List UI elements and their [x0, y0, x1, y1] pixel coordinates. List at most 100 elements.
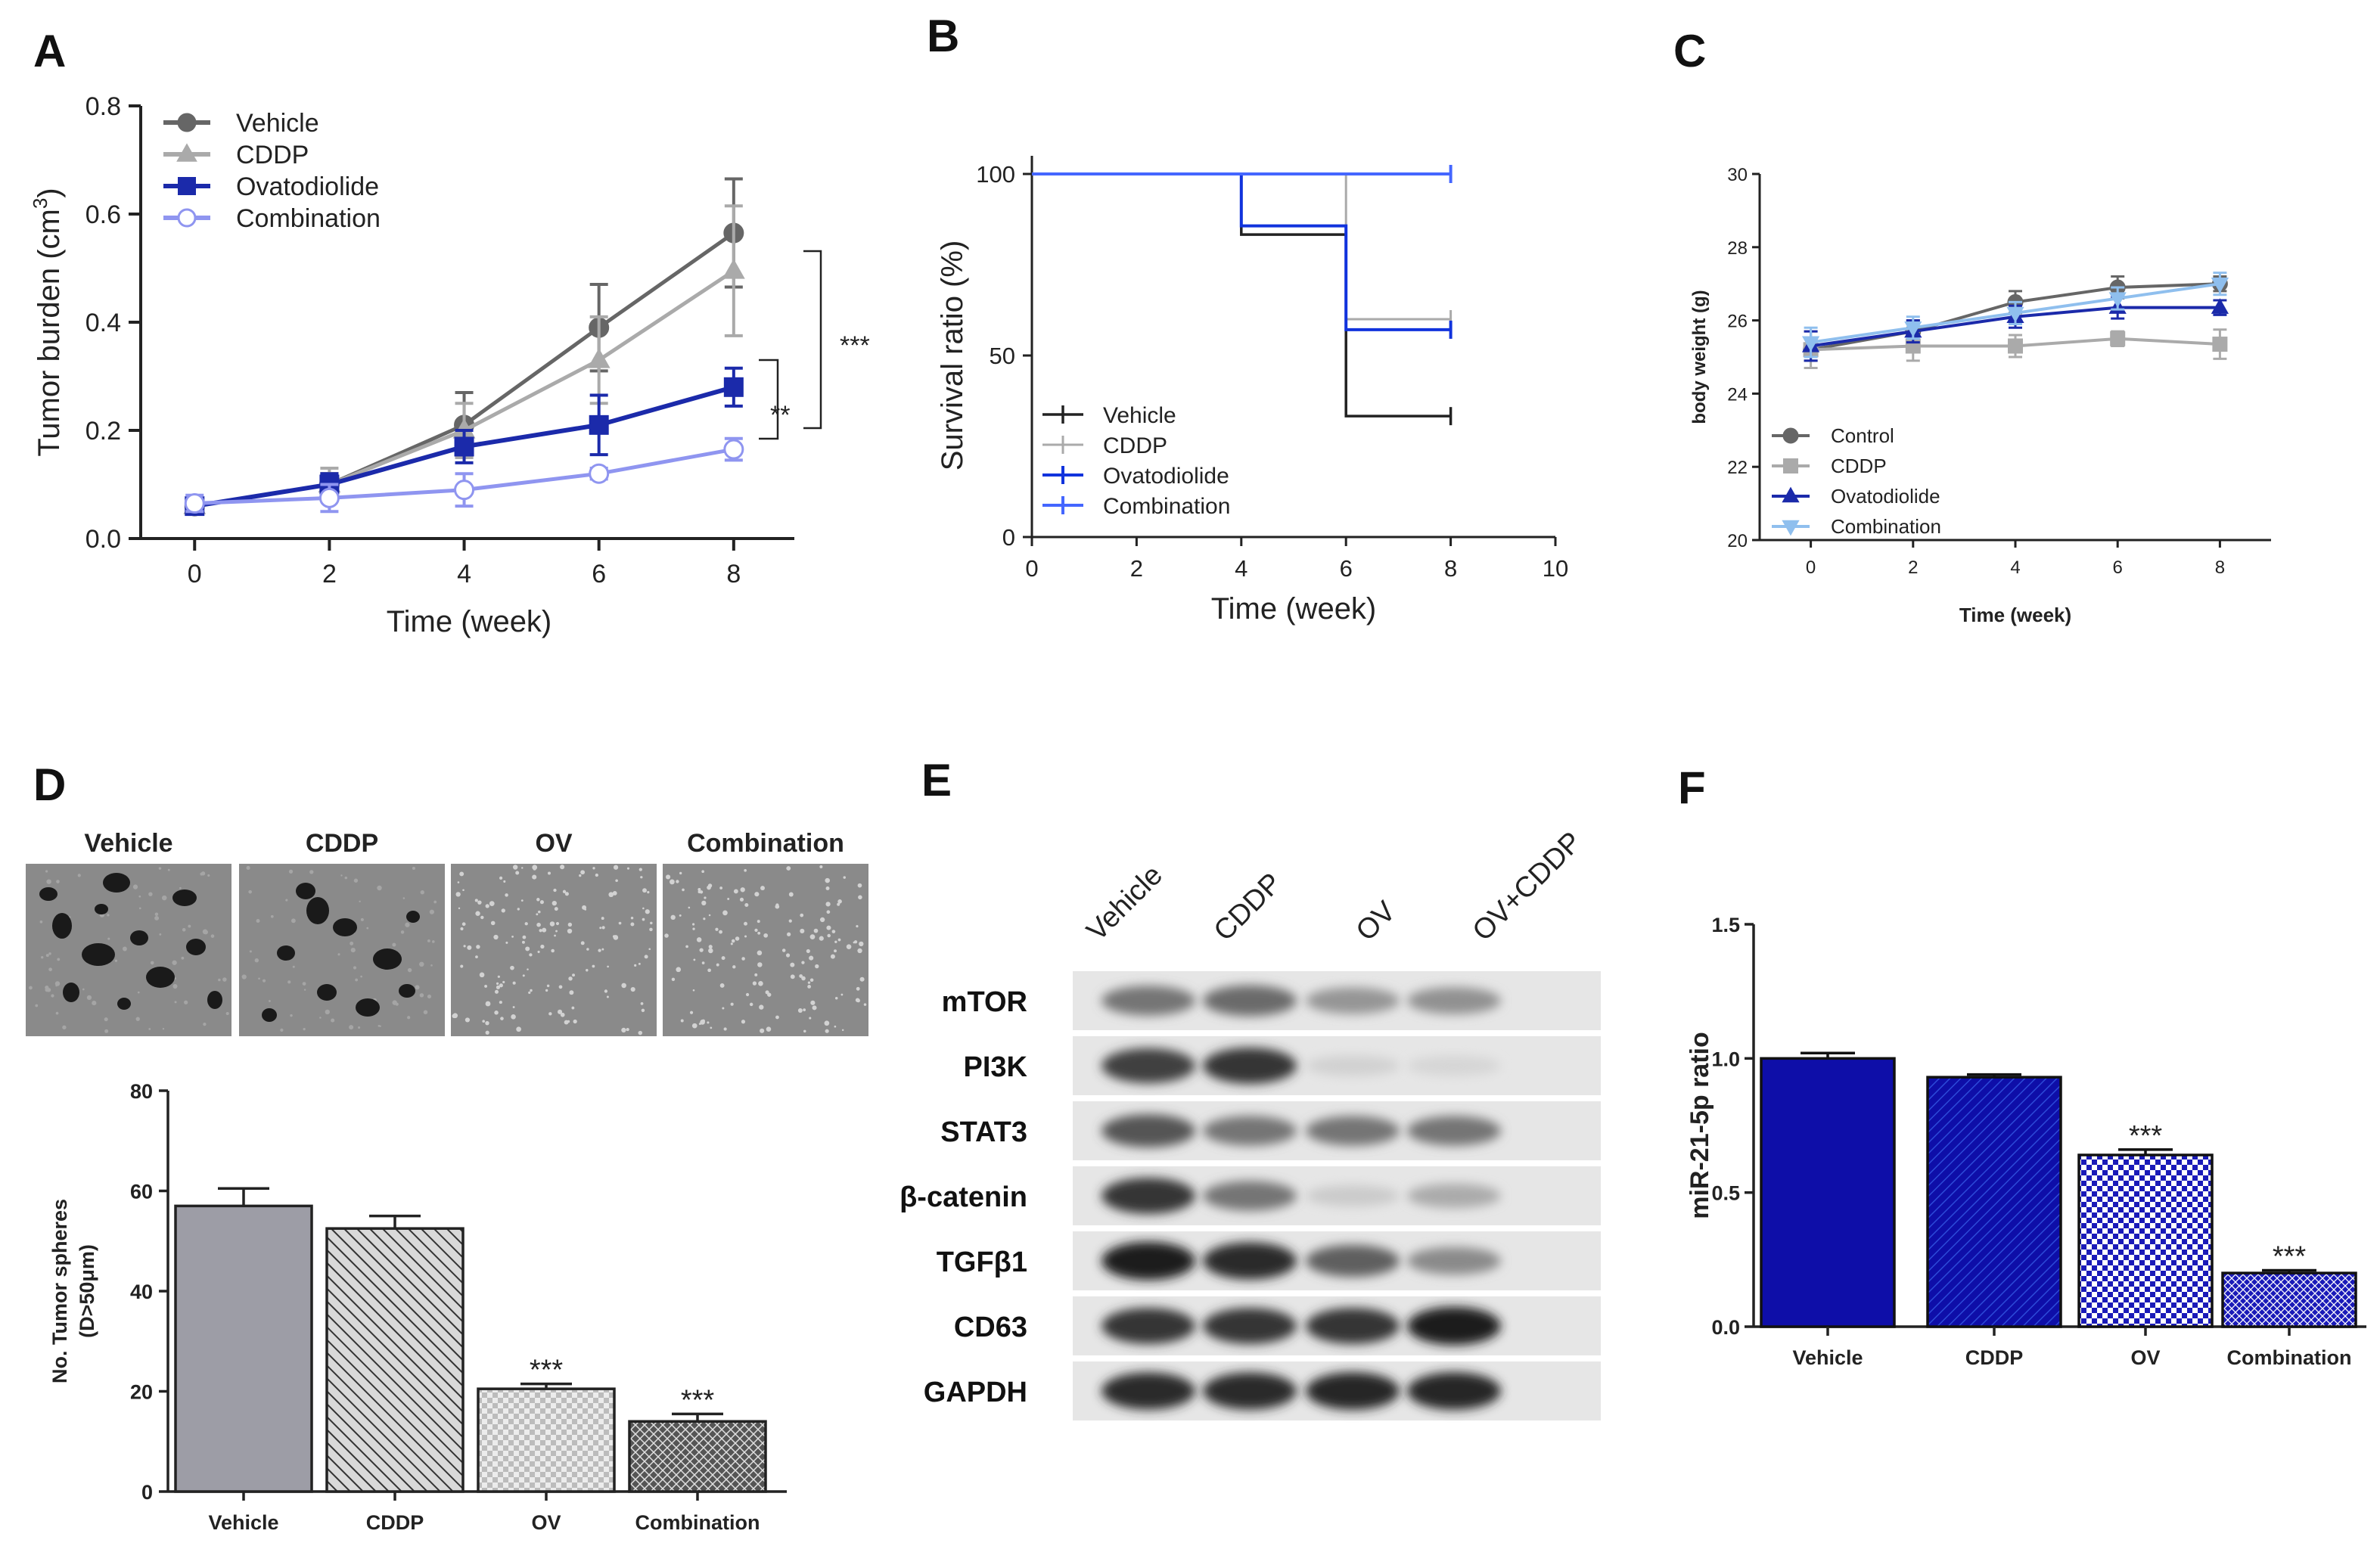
- d-image-speck: [35, 1004, 39, 1007]
- d-image-speck: [203, 1022, 207, 1026]
- d-image-speck: [719, 930, 722, 934]
- d-image-combination: [663, 864, 868, 1036]
- d-image-speck: [752, 981, 757, 986]
- d-image-speck: [513, 865, 518, 870]
- d-image-speck: [353, 966, 357, 970]
- d-image-speck: [775, 1015, 779, 1020]
- d-image-speck: [482, 1020, 485, 1023]
- c-legend-combination: Combination: [1831, 515, 1941, 538]
- d-image-speck: [676, 967, 682, 973]
- d-image-speck: [592, 964, 595, 968]
- d-image-sphere: [172, 889, 197, 906]
- d-image-speck: [797, 1008, 803, 1013]
- d-image-speck: [834, 996, 838, 1000]
- d-image-speck: [172, 960, 177, 965]
- d-image-speck: [825, 1029, 829, 1033]
- d-image-speck: [638, 962, 641, 965]
- b-y-tick-label: 0: [1002, 524, 1015, 551]
- d-image-speck: [154, 915, 160, 921]
- d-image-speck: [484, 984, 488, 988]
- d-image-label-combination: Combination: [687, 829, 844, 858]
- d-image-speck: [288, 869, 294, 874]
- d-image-speck: [824, 1020, 830, 1026]
- c-y-tick-label: 28: [1727, 238, 1748, 259]
- b-x-tick-label: 6: [1340, 555, 1353, 582]
- d-image-speck: [766, 1026, 772, 1032]
- d-image-speck: [485, 1001, 491, 1007]
- c-point-combination: [2211, 278, 2229, 293]
- d-image-speck: [529, 953, 533, 957]
- d-image-speck: [708, 948, 713, 954]
- e-lane-label-cddp: CDDP: [1208, 868, 1288, 948]
- d-image-speck: [360, 917, 364, 921]
- e-band-catenin: [1101, 1178, 1195, 1214]
- f-bar-cddp: [1926, 1076, 2062, 1328]
- d-image-speck: [569, 990, 574, 995]
- d-image-speck: [207, 874, 210, 877]
- d-image-speck: [337, 953, 340, 956]
- d-image-speck: [722, 910, 728, 916]
- b-legend-cddp: CDDP: [1103, 433, 1167, 458]
- d-image-speck: [249, 950, 252, 953]
- c-legend-marker-control: [1782, 427, 1799, 444]
- e-band-mtor: [1407, 987, 1501, 1014]
- d-image-speck: [494, 989, 499, 994]
- chart-a-tumor-burden: 0.0 0.2 0.4 0.6 0.8 0 2 4 6 8 Time (week) Tumor b…: [29, 92, 870, 638]
- d-image-speck: [698, 890, 701, 894]
- d-image-speck: [256, 918, 260, 924]
- d-image-speck: [539, 929, 542, 933]
- d-image-speck: [741, 957, 745, 961]
- d-image-speck: [246, 865, 250, 870]
- d-image-speck: [248, 889, 252, 894]
- e-band-mtor: [1203, 985, 1297, 1017]
- d-image-speck: [528, 991, 531, 995]
- d-image-speck: [548, 1012, 552, 1016]
- d-image-speck: [757, 962, 763, 967]
- d-bar-vehicle: [174, 1204, 313, 1493]
- d-image-speck: [676, 880, 679, 883]
- d-image-speck: [46, 879, 51, 884]
- d-image-speck: [630, 986, 635, 992]
- western-blot-e: Vehicle CDDP OV OV+CDDP mTOR PI3K STAT3 β-caten…: [899, 826, 1601, 1420]
- e-band-tgf-1: [1203, 1242, 1297, 1280]
- d-image-speck: [202, 929, 208, 935]
- d-image-speck: [392, 942, 396, 947]
- d-image-sphere: [103, 873, 130, 893]
- d-image-speck: [184, 1000, 188, 1004]
- d-image-speck: [499, 876, 503, 880]
- e-band-gapdh: [1203, 1372, 1297, 1410]
- d-image-speck: [786, 866, 791, 871]
- d-image-speck: [172, 984, 178, 989]
- d-image-speck: [148, 892, 153, 896]
- d-image-speck: [612, 935, 616, 938]
- d-image-speck: [691, 1023, 698, 1029]
- a-y-tick-label: 0.4: [85, 309, 121, 337]
- e-band-cd63: [1407, 1306, 1501, 1346]
- b-legend-ovatodiolide: Ovatodiolide: [1103, 464, 1229, 489]
- d-image-speck: [182, 927, 186, 932]
- f-errorbar-cddp: [1967, 1073, 2021, 1078]
- d-image-speck: [831, 930, 836, 933]
- d-image-speck: [159, 933, 162, 936]
- d-image-speck: [685, 945, 688, 948]
- d-image-speck: [601, 948, 604, 951]
- f-y-tick-label: 0.5: [1711, 1182, 1740, 1205]
- d-image-speck: [843, 876, 846, 879]
- d-image-speck: [787, 932, 791, 936]
- d-image-speck: [754, 892, 760, 897]
- d-image-speck: [132, 884, 138, 889]
- d-image-speck: [474, 899, 478, 902]
- a-point-combination: [318, 487, 340, 508]
- d-image-speck: [840, 993, 844, 996]
- d-image-speck: [331, 1018, 335, 1023]
- d-image-speck: [785, 953, 791, 958]
- d-errorbar-vehicle: [218, 1187, 269, 1206]
- c-x-tick-label: 4: [2010, 557, 2020, 578]
- e-band-pi3k: [1101, 1048, 1195, 1084]
- d-image-speck: [430, 964, 433, 967]
- panel-label-d: D: [33, 759, 66, 810]
- d-image-speck: [114, 959, 118, 962]
- d-image-speck: [732, 965, 736, 969]
- d-image-speck: [135, 1017, 140, 1021]
- d-image-speck: [527, 968, 529, 970]
